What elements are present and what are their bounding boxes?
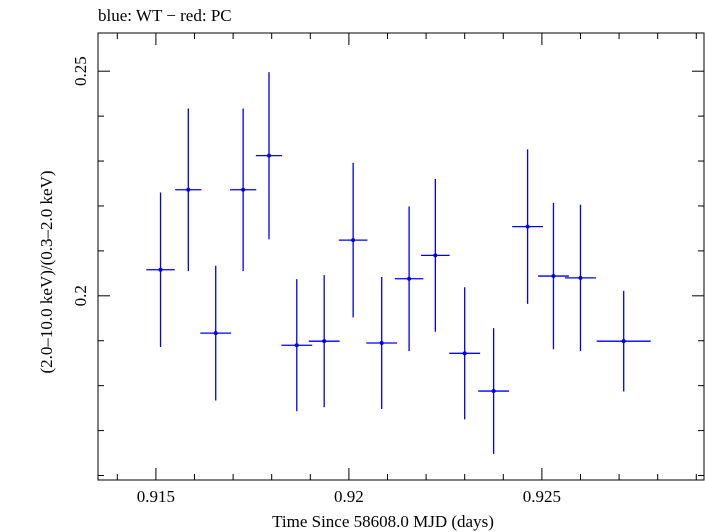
data-marker (213, 331, 218, 336)
data-marker (525, 224, 530, 229)
data-point (512, 149, 544, 304)
x-tick-label: 0.915 (137, 487, 175, 506)
axis-ticks: 0.915 0.92 0.925 0.2 0.25 (71, 33, 704, 506)
data-point (366, 276, 398, 410)
data-point (146, 192, 175, 348)
data-marker (462, 351, 467, 356)
data-marker (551, 274, 556, 279)
data-marker (407, 276, 412, 281)
y-axis-label: (2.0–10.0 keV)/(0.3–2.0 keV) (37, 170, 56, 373)
x-tick-label: 0.92 (334, 487, 364, 506)
data-point (338, 162, 368, 318)
data-point (394, 206, 424, 352)
data-marker (294, 343, 299, 348)
data-point (200, 265, 232, 401)
data-marker (266, 153, 271, 158)
data-point (255, 72, 283, 240)
data-point (175, 108, 202, 272)
data-point (449, 287, 481, 420)
data-marker (491, 389, 496, 394)
data-point (281, 279, 313, 412)
data-marker (351, 238, 356, 243)
data-point (308, 275, 340, 408)
data-marker (578, 275, 583, 280)
data-point (538, 202, 569, 350)
x-axis-label: Time Since 58608.0 MJD (days) (272, 512, 494, 531)
data-marker (621, 339, 626, 344)
data-marker (158, 267, 163, 272)
data-marker (186, 187, 191, 192)
y-tick-label: 0.2 (71, 285, 90, 306)
chart-title: blue: WT − red: PC (98, 6, 232, 25)
data-point (478, 328, 510, 454)
data-point (596, 290, 651, 392)
data-point (421, 179, 450, 332)
data-point (565, 204, 596, 352)
x-tick-label: 0.925 (523, 487, 561, 506)
data-point (230, 108, 257, 272)
data-points (146, 72, 651, 454)
data-marker (322, 339, 327, 344)
plot-frame (97, 32, 705, 481)
data-marker (241, 187, 246, 192)
data-marker (433, 253, 438, 258)
data-marker (379, 340, 384, 345)
y-tick-label: 0.25 (71, 56, 90, 86)
